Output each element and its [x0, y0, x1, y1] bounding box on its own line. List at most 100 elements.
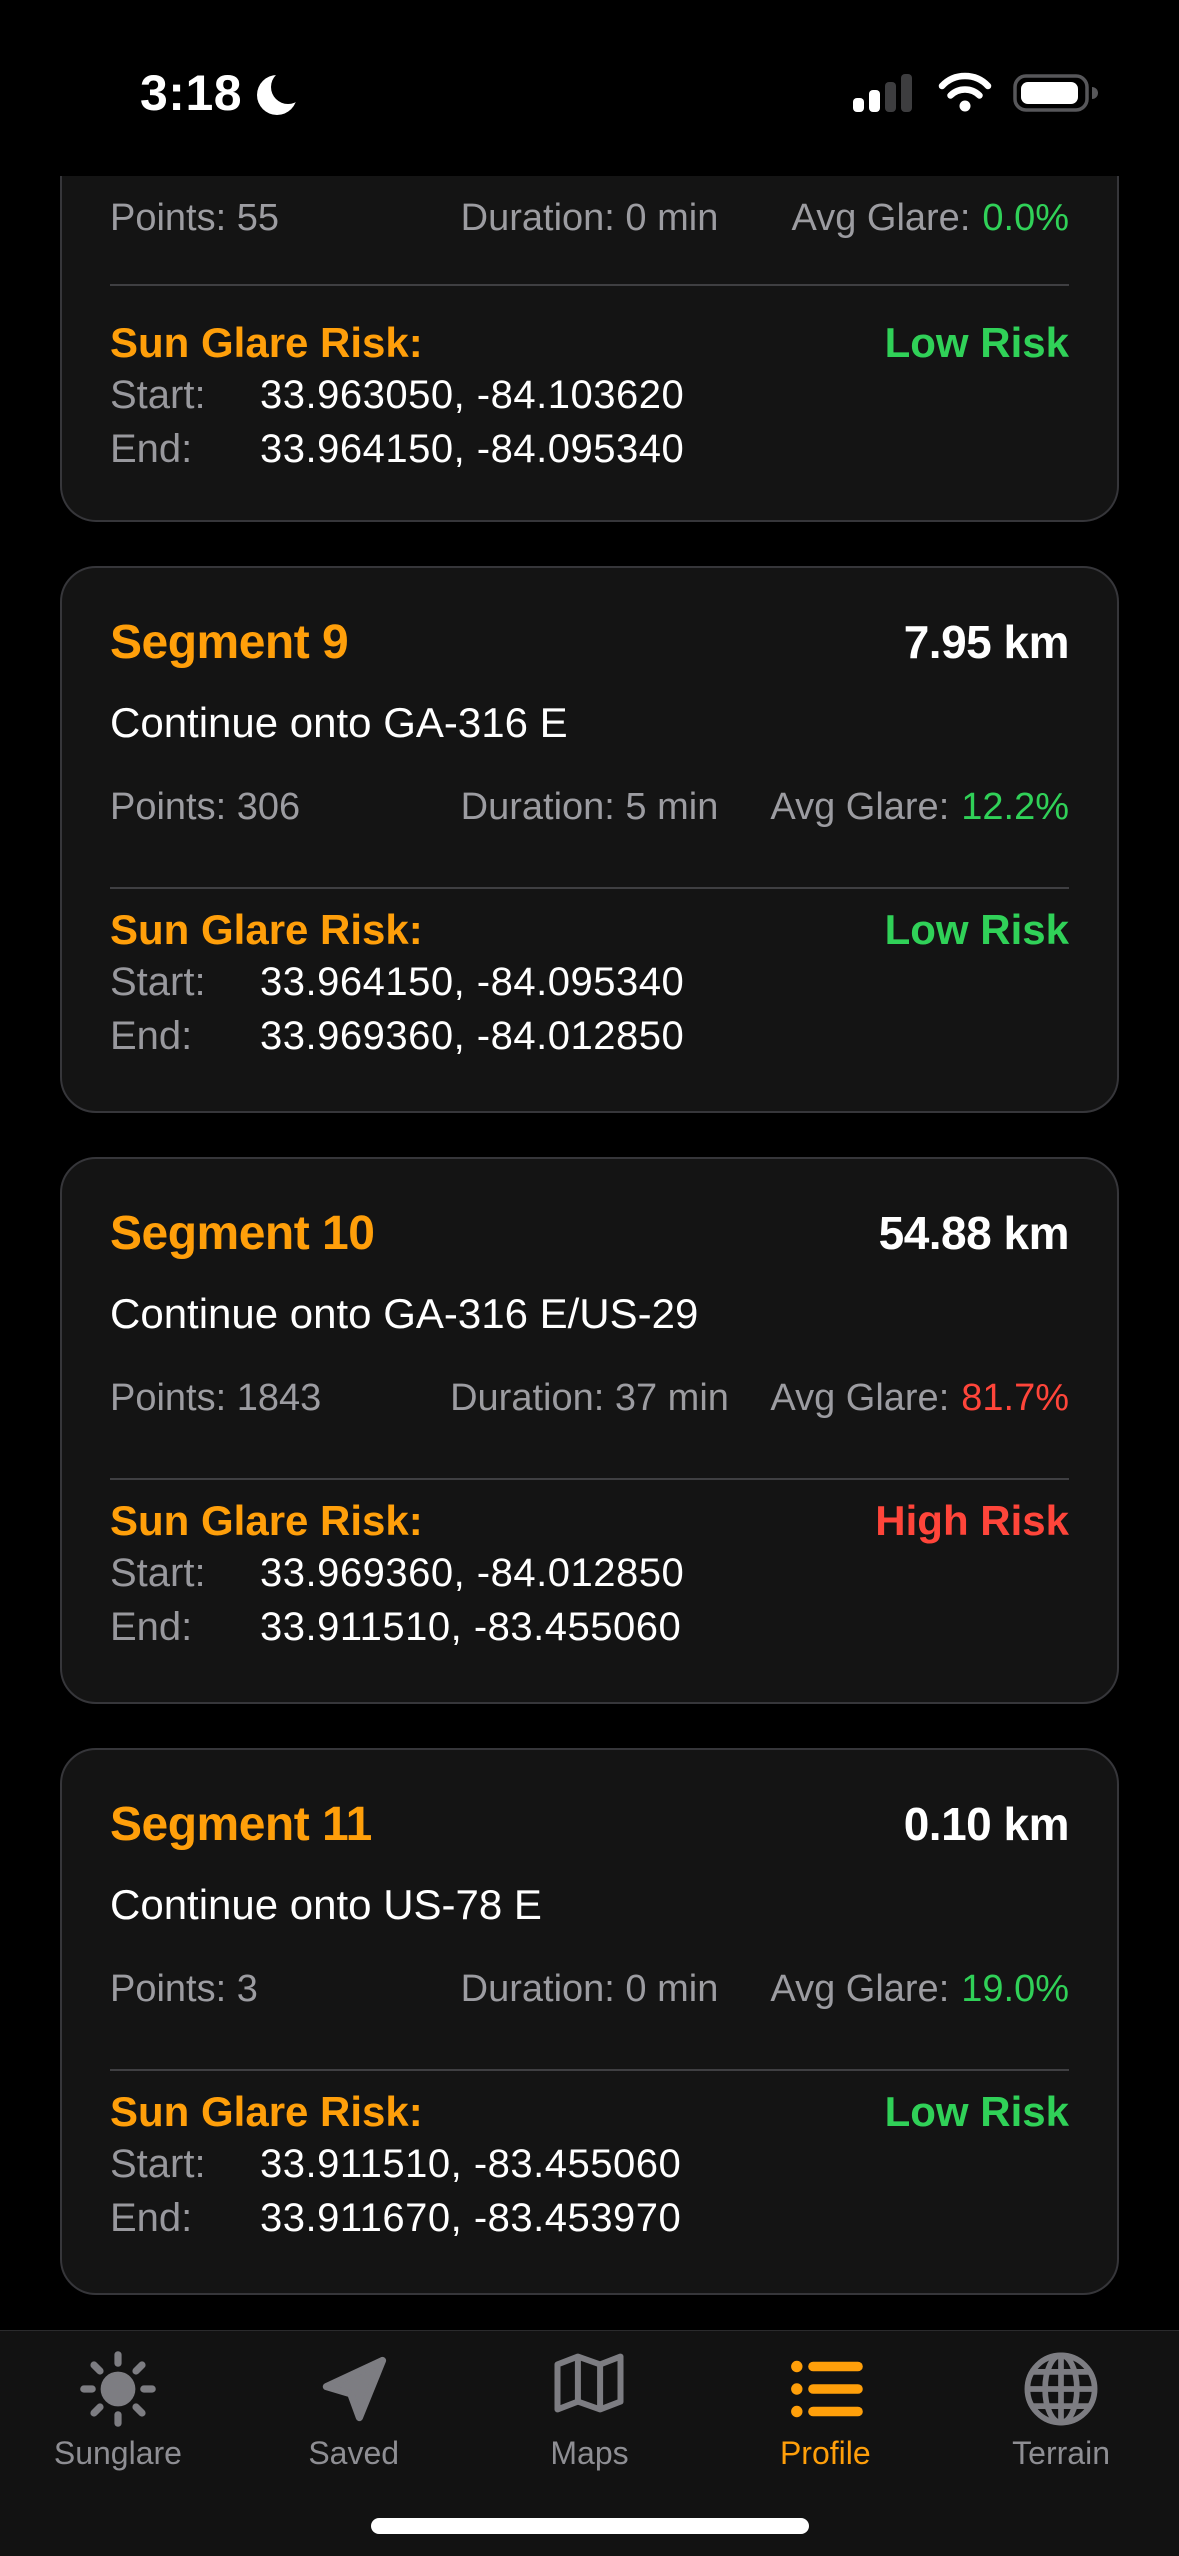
- duration-stat: Duration: 5 min: [460, 786, 719, 828]
- tab-bar: Sunglare Saved Maps: [0, 2330, 1179, 2556]
- points-stat: Points: 55: [110, 197, 279, 239]
- tab-saved[interactable]: Saved: [236, 2347, 472, 2472]
- segment-card-partial: Points: 55 Duration: 0 min Avg Glare: 0.…: [60, 176, 1119, 522]
- segments-scroll[interactable]: Points: 55 Duration: 0 min Avg Glare: 0.…: [0, 160, 1179, 2330]
- end-label: End:: [110, 1014, 193, 1058]
- avg-glare-label: Avg Glare:: [770, 1377, 950, 1419]
- start-value: 33.964150, -84.095340: [260, 960, 685, 1004]
- list-bullet-icon: [791, 2360, 864, 2418]
- end-label: End:: [110, 427, 193, 471]
- duration-stat: Duration: 37 min: [450, 1377, 729, 1419]
- card-header: Segment 9 7.95 km: [110, 614, 1070, 671]
- risk-label: Sun Glare Risk:: [110, 906, 423, 953]
- risk-value: Low Risk: [884, 2088, 1069, 2135]
- start-label: Start:: [110, 373, 206, 417]
- risk-row: Sun Glare Risk: High Risk: [110, 1496, 1069, 1546]
- cellular-signal-icon: [853, 74, 912, 112]
- risk-label: Sun Glare Risk:: [110, 319, 423, 366]
- avg-glare-stat: Avg Glare: 0.0%: [749, 196, 1069, 240]
- start-coord-row: Start: 33.969360, -84.012850: [110, 1550, 1069, 1596]
- map-icon: [554, 2353, 624, 2413]
- segment-distance: 7.95 km: [903, 616, 1070, 668]
- avg-glare-value: 12.2%: [961, 786, 1070, 828]
- home-indicator[interactable]: [370, 2518, 809, 2534]
- globe-icon: [1024, 2352, 1098, 2426]
- avg-glare-value: 19.0%: [961, 1968, 1070, 2010]
- end-coord-row: End: 33.911510, -83.455060: [110, 1604, 1069, 1650]
- tab-label: Maps: [550, 2435, 629, 2471]
- end-label: End:: [110, 1605, 193, 1649]
- end-value: 33.911510, -83.455060: [260, 1605, 682, 1649]
- risk-value: High Risk: [875, 1497, 1069, 1544]
- risk-row: Sun Glare Risk: Low Risk: [110, 2087, 1069, 2137]
- duration-stat: Duration: 0 min: [460, 197, 719, 239]
- risk-value: Low Risk: [884, 906, 1069, 953]
- tab-profile[interactable]: Profile: [707, 2347, 943, 2472]
- card-header: Segment 10 54.88 km: [110, 1205, 1070, 1262]
- risk-row: Sun Glare Risk: Low Risk: [110, 905, 1069, 955]
- start-label: Start:: [110, 1551, 206, 1595]
- segment-distance: 0.10 km: [903, 1798, 1070, 1850]
- avg-glare-value: 0.0%: [982, 197, 1070, 239]
- segment-card-9: Segment 9 7.95 km Continue onto GA-316 E…: [60, 566, 1119, 1113]
- moon-icon: [257, 70, 306, 115]
- segment-instruction: Continue onto GA-316 E: [110, 699, 568, 746]
- avg-glare-label: Avg Glare:: [770, 786, 950, 828]
- stats-row: Points: 55 Duration: 0 min Avg Glare: 0.…: [110, 196, 1069, 240]
- start-value: 33.969360, -84.012850: [260, 1551, 685, 1595]
- end-coord-row: End: 33.911670, -83.453970: [110, 2195, 1069, 2241]
- start-value: 33.963050, -84.103620: [260, 373, 685, 417]
- points-stat: Points: 1843: [110, 1377, 322, 1419]
- risk-label: Sun Glare Risk:: [110, 2088, 423, 2135]
- tab-sunglare[interactable]: Sunglare: [0, 2347, 236, 2472]
- avg-glare-stat: Avg Glare: 81.7%: [749, 1376, 1069, 1420]
- start-coord-row: Start: 33.911510, -83.455060: [110, 2141, 1069, 2187]
- segment-card-10: Segment 10 54.88 km Continue onto GA-316…: [60, 1157, 1119, 1704]
- tab-terrain[interactable]: Terrain: [943, 2347, 1179, 2472]
- risk-label: Sun Glare Risk:: [110, 1497, 423, 1544]
- start-coord-row: Start: 33.964150, -84.095340: [110, 959, 1069, 1005]
- status-left: 3:18: [140, 64, 306, 122]
- sun-icon: [80, 2351, 156, 2427]
- avg-glare-value: 81.7%: [961, 1377, 1070, 1419]
- wifi-icon: [938, 72, 992, 112]
- avg-glare-stat: Avg Glare: 12.2%: [749, 785, 1069, 829]
- segment-instruction: Continue onto GA-316 E/US-29: [110, 1290, 699, 1337]
- divider: [110, 887, 1069, 889]
- avg-glare-label: Avg Glare:: [770, 1968, 950, 2010]
- points-stat: Points: 3: [110, 1968, 258, 2010]
- stats-row: Points: 3 Duration: 0 min Avg Glare: 19.…: [110, 1967, 1069, 2011]
- end-value: 33.969360, -84.012850: [260, 1014, 685, 1058]
- status-bar: 3:18: [0, 0, 1179, 160]
- tab-label: Terrain: [1012, 2435, 1110, 2471]
- end-value: 33.911670, -83.453970: [260, 2196, 682, 2240]
- divider: [110, 1478, 1069, 1480]
- status-right: [853, 72, 1101, 114]
- segment-instruction: Continue onto US-78 E: [110, 1881, 542, 1928]
- divider: [110, 284, 1069, 286]
- start-coord-row: Start: 33.963050, -84.103620: [110, 372, 1069, 418]
- divider: [110, 2069, 1069, 2071]
- card-header: Segment 11 0.10 km: [110, 1796, 1070, 1853]
- segment-distance: 54.88 km: [878, 1207, 1070, 1259]
- tab-maps[interactable]: Maps: [472, 2347, 708, 2472]
- location-arrow-icon: [322, 2356, 386, 2422]
- end-value: 33.964150, -84.095340: [260, 427, 685, 471]
- end-coord-row: End: 33.969360, -84.012850: [110, 1013, 1069, 1059]
- start-label: Start:: [110, 960, 206, 1004]
- stats-row: Points: 306 Duration: 5 min Avg Glare: 1…: [110, 785, 1069, 829]
- battery-icon: [1013, 74, 1098, 112]
- points-stat: Points: 306: [110, 786, 301, 828]
- end-coord-row: End: 33.964150, -84.095340: [110, 426, 1069, 472]
- segment-title: Segment 9: [110, 616, 349, 669]
- clock-time: 3:18: [140, 65, 243, 121]
- start-label: Start:: [110, 2142, 206, 2186]
- tab-label: Profile: [779, 2435, 871, 2471]
- risk-row: Sun Glare Risk: Low Risk: [110, 318, 1069, 368]
- tab-label: Saved: [308, 2435, 400, 2471]
- segment-title: Segment 10: [110, 1207, 375, 1260]
- duration-stat: Duration: 0 min: [460, 1968, 719, 2010]
- avg-glare-stat: Avg Glare: 19.0%: [749, 1967, 1069, 2011]
- risk-value: Low Risk: [884, 319, 1069, 366]
